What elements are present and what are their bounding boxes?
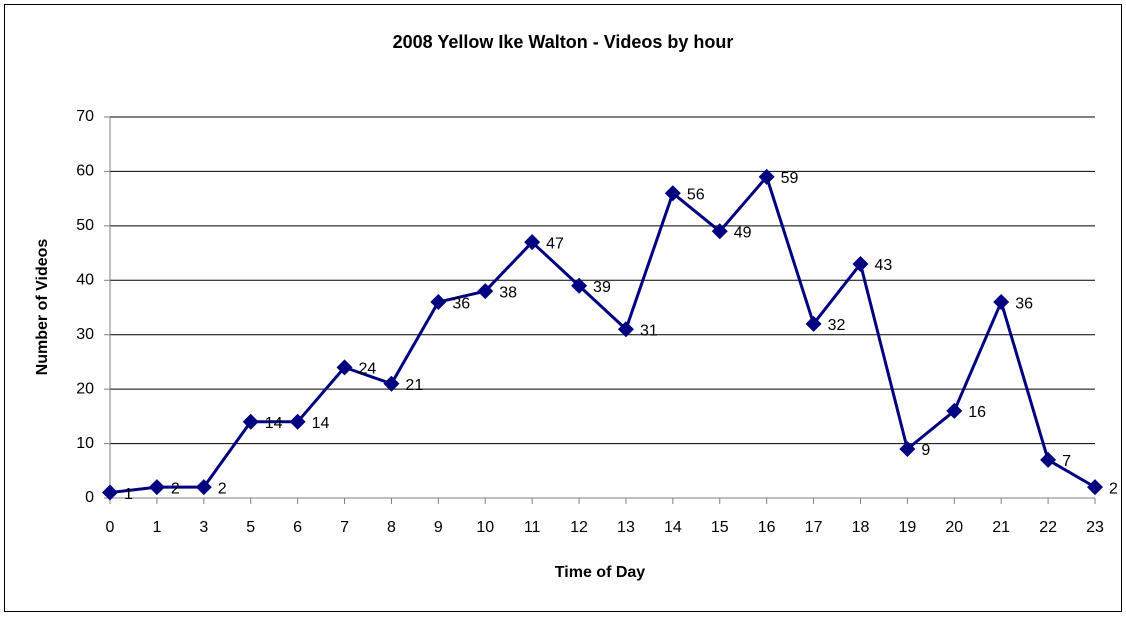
data-label: 2 [218,480,227,497]
point-marker [852,255,869,272]
point-marker [1040,451,1057,468]
data-label: 2 [1109,480,1118,497]
x-tick-label: 1 [152,519,161,536]
data-label: 7 [1062,453,1071,470]
y-tick-label: 20 [76,380,94,397]
point-marker [383,375,400,392]
x-tick-label: 3 [199,519,208,536]
point-marker [195,479,212,496]
data-label: 38 [499,284,517,301]
point-marker [664,185,681,202]
x-tick-label: 9 [434,519,443,536]
x-tick-label: 22 [1039,519,1057,536]
x-tick-label: 12 [570,519,588,536]
data-label: 14 [265,415,283,432]
x-tick-label: 8 [387,519,396,536]
x-tick-label: 10 [476,519,494,536]
x-tick-label: 23 [1086,519,1104,536]
point-marker [430,294,447,311]
data-label: 24 [359,361,377,378]
data-label: 36 [1015,295,1033,312]
x-tick-label: 17 [805,519,823,536]
point-marker [477,283,494,300]
point-marker [805,315,822,332]
chart-title: 2008 Yellow Ike Walton - Videos by hour [393,32,734,52]
data-label: 21 [405,377,423,394]
series-line [109,175,1096,495]
point-marker [993,294,1010,311]
x-tick-label: 0 [106,519,115,536]
point-marker [524,234,541,251]
point-marker [758,168,775,185]
x-tick-label: 15 [711,519,729,536]
y-axis-label: Number of Videos [34,239,51,376]
point-marker [289,413,306,430]
y-tick-label: 30 [76,326,94,343]
x-tick-label: 18 [852,519,870,536]
data-label: 56 [687,186,705,203]
point-marker [1087,479,1103,496]
data-label: 47 [546,235,564,252]
x-tick-label: 16 [758,519,776,536]
data-label: 49 [734,225,752,242]
data-label: 32 [828,317,846,334]
y-tick-label: 70 [76,108,94,125]
point-marker [899,441,916,458]
y-tick-label: 50 [76,217,94,234]
x-tick-label: 19 [898,519,916,536]
data-label: 31 [640,322,658,339]
point-marker [148,479,165,496]
y-tick-label: 10 [76,435,94,452]
x-tick-label: 7 [340,519,349,536]
y-tick-label: 0 [85,489,94,506]
point-marker [711,223,728,240]
x-tick-label: 5 [246,519,255,536]
point-marker [242,413,259,430]
x-tick-label: 11 [524,519,541,536]
data-label: 1 [124,486,133,503]
point-marker [336,359,353,376]
y-tick-label: 40 [76,272,94,289]
chart-border [4,4,1122,612]
data-label: 59 [781,170,799,187]
x-axis-label: Time of Day [555,564,646,581]
x-tick-label: 14 [664,519,682,536]
data-label: 14 [312,415,330,432]
data-label: 39 [593,279,611,296]
point-marker [571,277,588,294]
x-tick-label: 13 [617,519,635,536]
data-label: 43 [874,257,892,274]
x-tick-label: 20 [945,519,963,536]
point-marker [102,484,118,501]
point-marker [946,402,963,419]
x-tick-label: 21 [992,519,1010,536]
point-marker [617,321,634,338]
data-label: 9 [921,442,930,459]
data-label: 2 [171,480,180,497]
x-tick-label: 6 [293,519,302,536]
data-label: 36 [452,295,470,312]
y-tick-label: 60 [76,163,94,180]
data-label: 16 [968,404,986,421]
